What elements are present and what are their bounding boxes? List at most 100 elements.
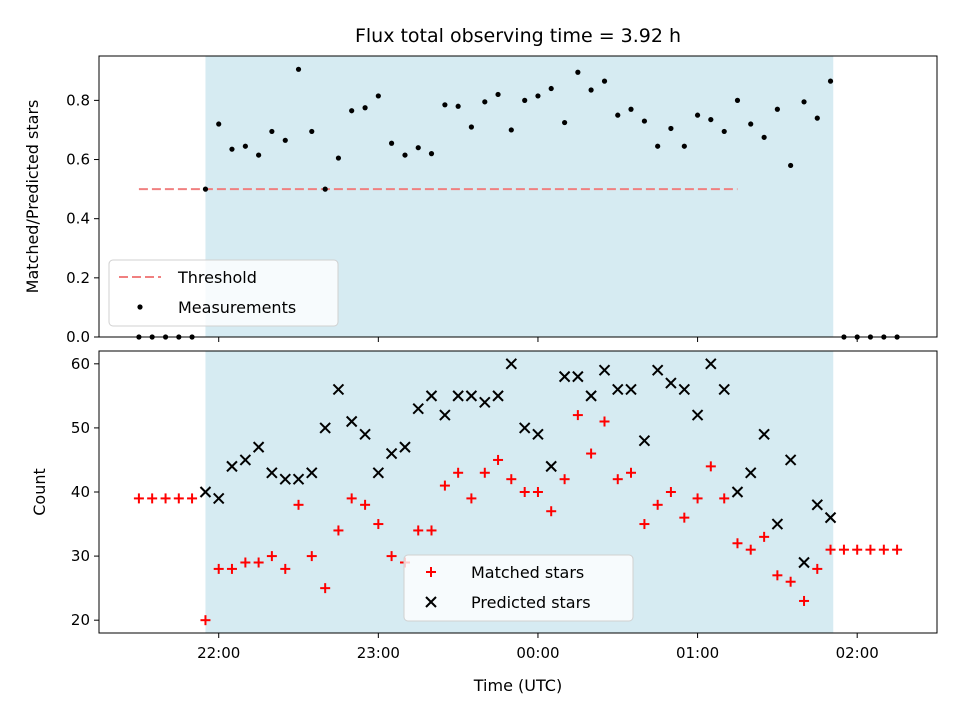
predicted-star-point [731,486,744,498]
matched-star-point [187,493,198,504]
matched-star-point [745,544,756,555]
matched-star-point [785,576,796,587]
ratio-y-axis-label: Matched/Predicted stars [23,100,42,294]
predicted-star-point [385,447,398,460]
measurement-point [788,162,794,169]
predicted-star-point [213,492,225,505]
measurement-point [694,112,701,118]
legend-predicted-swatch [425,596,437,608]
measurement-point [402,152,408,158]
measurement-point [774,106,780,112]
legend-threshold-label: Threshold [177,268,257,287]
measurement-point [295,66,302,72]
y-tick-label: 20 [71,611,90,629]
matched-star-point [213,563,224,574]
measurement-point [628,106,634,112]
predicted-star-point [518,422,531,434]
predicted-star-point [598,364,611,376]
predicted-star-point [452,390,464,402]
measurement-point [442,102,448,108]
y-tick-label: 60 [71,355,90,373]
predicted-star-point [425,390,438,402]
predicted-star-point [439,409,451,421]
matched-star-point [240,557,251,568]
matched-star-point [612,474,623,485]
x-tick-label: 02:00 [836,644,879,662]
measurement-point [375,93,381,99]
y-tick-label: 0.6 [66,151,90,169]
measurement-point [242,143,248,149]
matched-star-point [639,519,650,530]
matched-star-point [320,583,331,594]
measurement-point [761,134,767,140]
measurement-point [216,121,222,127]
measurement-point [455,103,461,109]
measurement-point [641,118,648,124]
matched-star-point [160,493,171,504]
matched-star-point [546,506,557,517]
predicted-star-point [532,428,544,441]
matched-star-point [493,454,504,465]
measurement-point [814,115,820,121]
measurement-point [468,124,474,130]
matched-star-point [439,480,450,491]
predicted-star-point [199,486,212,498]
ratio-plot-frame [98,55,938,338]
measurement-point [309,128,315,135]
measurement-point [708,116,714,123]
x-tick-label: 22:00 [197,644,240,662]
ratio-marks [136,66,900,340]
predicted-star-point [745,467,757,479]
matched-star-point [426,525,437,536]
measurement-point [388,140,395,146]
matched-star-point [147,493,158,504]
measurement-point [668,125,674,132]
measurement-point [229,146,235,152]
count-legend: Matched stars Predicted stars [403,554,634,622]
legend-measurements-label: Measurements [178,298,296,317]
measurement-point [827,78,834,84]
predicted-star-point [319,422,331,434]
measurement-point [415,145,421,151]
predicted-star-point [612,383,624,396]
predicted-star-point [811,499,823,511]
x-tick-label: 23:00 [357,644,400,662]
predicted-star-point [572,370,584,383]
matched-star-point [479,467,490,478]
measurement-point [801,99,807,105]
y-tick-label: 0.2 [66,269,90,287]
legend-box [108,259,339,327]
matched-star-point [253,557,264,568]
predicted-star-point [638,435,651,447]
legend-matched-swatch [426,567,436,577]
legend-matched-label: Matched stars [471,563,584,582]
count-y-axis-label: Count [30,468,49,516]
predicted-star-point [798,556,810,569]
matched-star-point [865,544,876,555]
matched-star-point [652,499,663,510]
matched-star-point [665,487,676,497]
measurement-point [588,87,594,93]
measurement-point [335,155,342,161]
matched-star-point [852,544,863,555]
matched-star-point [679,512,690,523]
y-tick-label: 50 [71,419,90,437]
measurement-point [721,128,727,135]
matched-star-point [173,493,184,504]
matched-star-point [519,487,530,497]
ratio-axis-ticks: 0.0 0.2 0.4 0.6 0.8 [66,91,858,346]
y-tick-label: 40 [71,483,90,501]
predicted-star-point [505,358,518,370]
matched-star-point [825,544,836,555]
predicted-star-point [758,428,770,441]
predicted-star-point [665,377,677,389]
predicted-star-point [492,390,504,402]
matched-star-point [692,493,703,504]
predicted-star-point [545,460,557,473]
matched-star-point [293,499,304,510]
matched-star-point [732,538,743,549]
predicted-star-point [625,383,637,396]
predicted-star-point [678,383,691,396]
predicted-star-point [784,454,797,466]
